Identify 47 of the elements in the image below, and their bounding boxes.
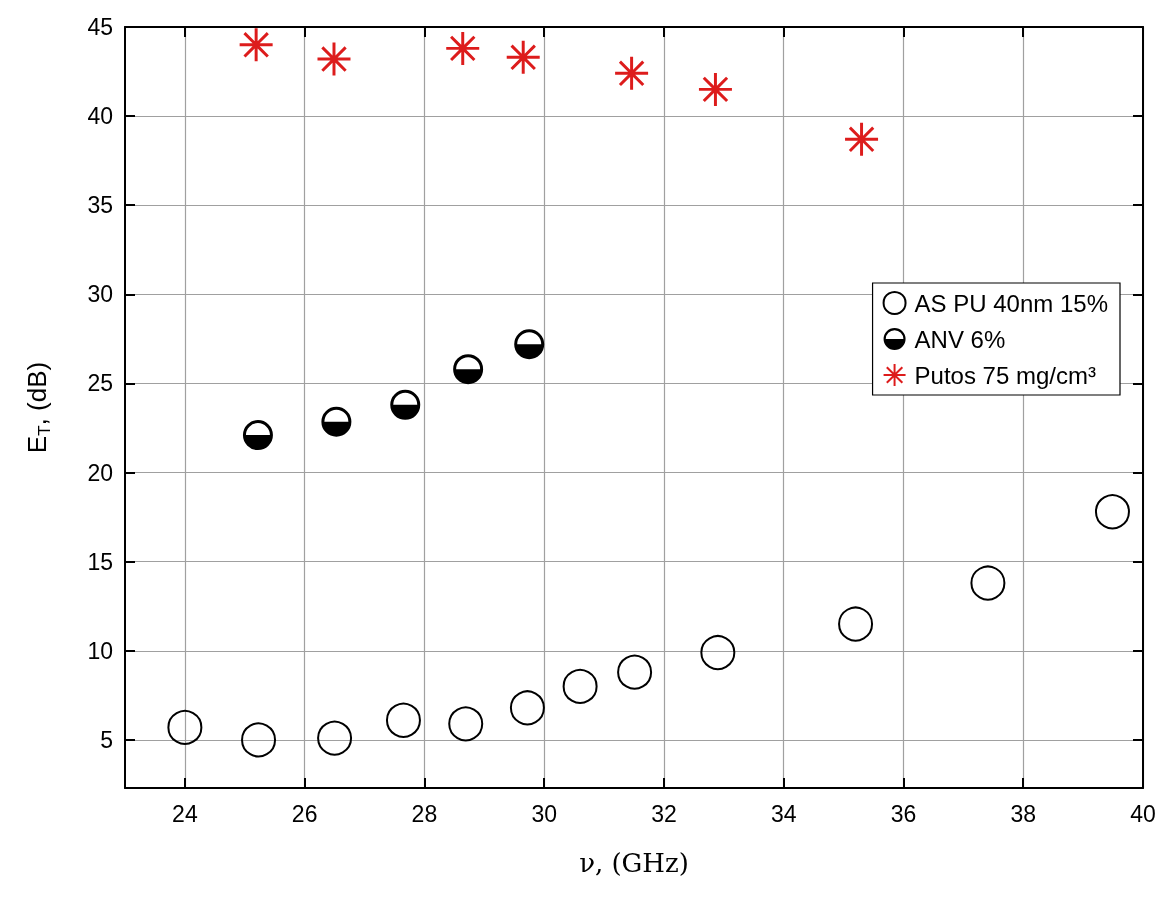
point (167, 709, 203, 745)
point (317, 42, 351, 76)
point (446, 31, 480, 65)
x-axis-title: ν, (GHz) (579, 848, 689, 878)
y-tick-label: 35 (87, 192, 113, 219)
y-tick-label: 30 (87, 281, 113, 308)
point (838, 606, 874, 642)
y-tick-label: 15 (87, 548, 113, 575)
x-tick-label: 24 (172, 800, 198, 827)
y-tick-label: 5 (100, 726, 113, 753)
point (698, 72, 732, 106)
x-tick-label: 38 (1010, 800, 1037, 827)
point (845, 122, 879, 156)
point (1094, 494, 1130, 530)
x-tick-label: 40 (1130, 800, 1156, 827)
point (239, 28, 273, 62)
y-tick-label: 45 (87, 14, 113, 40)
x-tick-label: 30 (531, 800, 557, 827)
y-tick-label: 20 (87, 459, 113, 486)
legend-label: Putos 75 mg/cm³ (914, 361, 1096, 389)
point (390, 389, 421, 420)
point (448, 706, 484, 742)
point (562, 668, 598, 704)
point (970, 565, 1006, 601)
legend-label: AS PU 40nm 15% (914, 289, 1109, 317)
legend-label: ANV 6% (914, 325, 1006, 353)
point (506, 40, 540, 74)
y-tick-label: 10 (87, 637, 113, 664)
point (242, 420, 273, 451)
point (453, 354, 484, 385)
x-tick-label: 28 (411, 800, 438, 827)
y-axis-title: ET, (dB) (21, 361, 54, 454)
x-tick-label: 36 (890, 800, 917, 827)
point (321, 406, 352, 437)
point (700, 635, 736, 671)
point (509, 690, 545, 726)
x-tick-label: 34 (770, 800, 797, 827)
point (615, 56, 649, 90)
y-tick-label: 40 (87, 103, 113, 130)
point (241, 722, 277, 758)
point (385, 702, 421, 738)
y-tick-label: 25 (87, 370, 113, 397)
point (317, 720, 353, 756)
x-tick-label: 32 (651, 800, 677, 827)
x-tick-label: 26 (291, 800, 318, 827)
point (617, 654, 653, 690)
point (514, 329, 545, 360)
